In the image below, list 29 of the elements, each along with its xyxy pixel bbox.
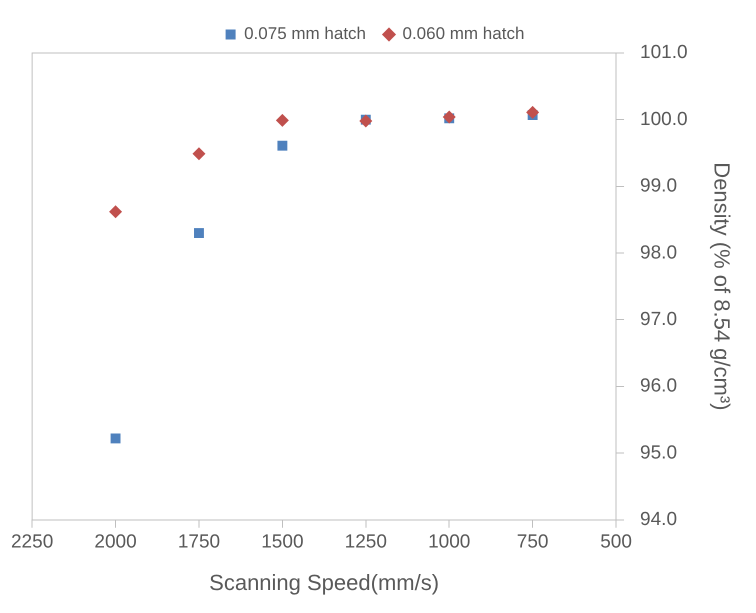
y-tick-label: 94.0 (640, 509, 678, 530)
x-axis-title: Scanning Speed(mm/s) (209, 570, 440, 595)
point (194, 228, 204, 238)
x-tick-label: 2000 (94, 531, 137, 552)
point (276, 114, 289, 127)
x-tick-label: 750 (516, 531, 548, 552)
x-tick-label: 1500 (261, 531, 304, 552)
legend-label: 0.060 mm hatch (402, 24, 524, 44)
x-tick-label: 1250 (344, 531, 387, 552)
legend-label: 0.075 mm hatch (244, 24, 366, 44)
y-tick-label: 97.0 (640, 308, 678, 330)
y-tick-label: 98.0 (640, 242, 678, 264)
point (442, 110, 456, 124)
point (277, 140, 288, 151)
y-axis-title: Density (% of 8.54 g/cm³) (710, 162, 735, 410)
x-tick-label: 2250 (10, 531, 54, 552)
point (192, 147, 206, 160)
y-tick-label: 101.0 (640, 42, 688, 64)
point (526, 106, 540, 119)
point (109, 205, 122, 218)
y-tick-label: 96.0 (640, 376, 678, 397)
x-tick-label: 1000 (428, 531, 470, 552)
point (359, 114, 372, 128)
point (110, 433, 120, 444)
y-tick-label: 99.0 (640, 176, 678, 197)
x-tick-label: 1750 (178, 531, 220, 552)
y-tick-label: 95.0 (640, 442, 678, 464)
y-tick-label: 100.0 (640, 108, 688, 130)
x-tick-label: 500 (600, 531, 632, 552)
